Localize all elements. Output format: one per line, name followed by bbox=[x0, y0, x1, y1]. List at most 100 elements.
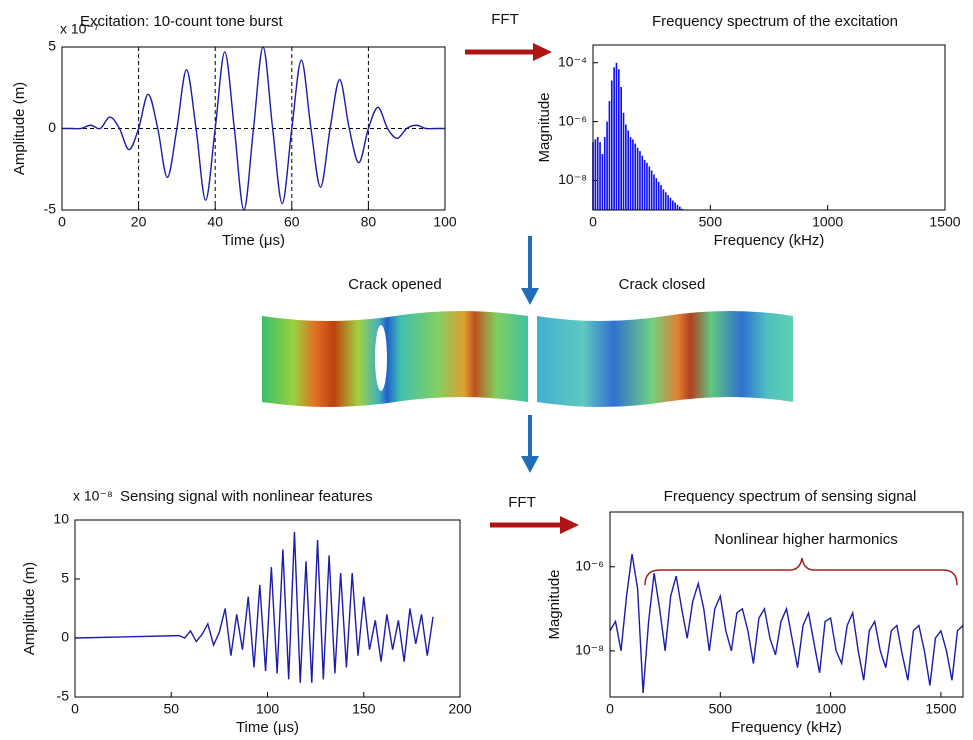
bar bbox=[610, 80, 613, 211]
y-tick-label: 10 bbox=[53, 511, 69, 527]
bar bbox=[669, 197, 672, 210]
bar bbox=[657, 181, 660, 210]
plot-frame bbox=[61, 46, 446, 211]
chart-title: Frequency spectrum of the excitation bbox=[652, 13, 898, 30]
bar bbox=[639, 151, 641, 210]
brace bbox=[644, 557, 958, 586]
y-multiplier: x 10⁻⁸ bbox=[73, 488, 113, 504]
y-tick-label: 10⁻⁶ bbox=[558, 112, 587, 128]
bar bbox=[606, 121, 608, 210]
bar bbox=[679, 206, 681, 210]
data-line bbox=[61, 46, 445, 211]
y-axis-label: Magnitude bbox=[546, 569, 563, 639]
y-axis-label: Amplitude (m) bbox=[11, 82, 28, 175]
x-tick-label: 1500 bbox=[929, 214, 960, 230]
y-axis-label: Amplitude (m) bbox=[21, 562, 38, 655]
arrow-label: FFT bbox=[491, 11, 519, 28]
bar bbox=[601, 153, 604, 210]
bar bbox=[636, 147, 639, 210]
bar bbox=[681, 208, 683, 210]
bar bbox=[655, 178, 658, 210]
fft-arrow bbox=[465, 43, 579, 534]
bar bbox=[599, 142, 601, 210]
bar bbox=[653, 174, 655, 210]
data-line bbox=[609, 553, 964, 693]
x-tick-label: 100 bbox=[433, 214, 457, 230]
bar bbox=[660, 185, 662, 210]
x-axis-label: Time (μs) bbox=[222, 232, 285, 249]
y-tick-label: 5 bbox=[61, 570, 69, 586]
bar bbox=[676, 204, 679, 210]
x-tick-label: 0 bbox=[589, 214, 597, 230]
x-tick-label: 200 bbox=[448, 701, 472, 717]
plot-frame bbox=[592, 44, 946, 211]
y-tick-label: 5 bbox=[48, 38, 56, 54]
y-axis-label: Magnitude bbox=[536, 92, 553, 162]
y-multiplier: x 10⁻⁷ bbox=[60, 21, 99, 37]
bar bbox=[632, 139, 634, 210]
data-line bbox=[74, 531, 434, 683]
y-tick-label: 10⁻⁴ bbox=[558, 53, 587, 69]
bar bbox=[603, 137, 606, 210]
bar bbox=[622, 112, 625, 210]
x-tick-label: 500 bbox=[709, 701, 733, 717]
x-tick-label: 20 bbox=[131, 214, 147, 230]
bar bbox=[667, 195, 669, 210]
bar bbox=[608, 101, 611, 210]
bar bbox=[629, 137, 632, 210]
bar bbox=[671, 200, 674, 210]
bar bbox=[664, 192, 667, 210]
bar bbox=[646, 162, 648, 210]
x-tick-label: 1500 bbox=[925, 701, 956, 717]
x-tick-label: 50 bbox=[163, 701, 179, 717]
x-tick-label: 0 bbox=[71, 701, 79, 717]
x-tick-label: 80 bbox=[361, 214, 377, 230]
x-tick-label: 60 bbox=[284, 214, 300, 230]
bar bbox=[594, 139, 597, 210]
x-tick-label: 1000 bbox=[815, 701, 846, 717]
y-tick-label: 10⁻⁸ bbox=[575, 642, 604, 658]
x-tick-label: 500 bbox=[699, 214, 723, 230]
bar bbox=[625, 124, 627, 210]
x-tick-label: 0 bbox=[58, 214, 66, 230]
plot-frame bbox=[74, 519, 461, 698]
y-tick-label: -5 bbox=[44, 201, 57, 217]
chart-title: Excitation: 10-count tone burst bbox=[80, 13, 283, 30]
arrow-label: FFT bbox=[508, 494, 536, 511]
y-tick-label: 10⁻⁶ bbox=[575, 557, 604, 573]
bar bbox=[643, 159, 646, 210]
panel-label: Crack opened bbox=[348, 276, 441, 293]
y-tick-label: 0 bbox=[48, 119, 56, 135]
bar bbox=[615, 62, 618, 211]
bar bbox=[620, 86, 622, 210]
bar bbox=[627, 130, 630, 210]
crack-opened-panel bbox=[262, 311, 528, 407]
x-tick-label: 1000 bbox=[812, 214, 843, 230]
panel-label: Crack closed bbox=[619, 276, 706, 293]
bar bbox=[641, 155, 644, 210]
y-tick-label: 0 bbox=[61, 629, 69, 645]
bar bbox=[634, 143, 637, 210]
x-tick-label: 150 bbox=[352, 701, 376, 717]
x-axis-label: Time (μs) bbox=[236, 719, 299, 736]
bar bbox=[613, 67, 615, 211]
chart-title: Sensing signal with nonlinear features bbox=[120, 488, 373, 505]
bar bbox=[662, 189, 665, 210]
bar bbox=[674, 202, 676, 210]
x-tick-label: 100 bbox=[256, 701, 280, 717]
flow-arrow bbox=[521, 236, 539, 473]
x-axis-label: Frequency (kHz) bbox=[714, 232, 825, 249]
x-tick-label: 40 bbox=[207, 214, 223, 230]
bar bbox=[650, 170, 653, 210]
y-tick-label: 10⁻⁸ bbox=[558, 171, 587, 187]
x-tick-label: 0 bbox=[606, 701, 614, 717]
plot-frame bbox=[609, 511, 964, 698]
y-tick-label: -5 bbox=[57, 688, 70, 704]
annotation: Nonlinear higher harmonics bbox=[714, 531, 897, 548]
bar bbox=[617, 69, 620, 210]
x-axis-label: Frequency (kHz) bbox=[731, 719, 842, 736]
bar bbox=[596, 137, 599, 210]
crack-closed-panel bbox=[537, 311, 793, 407]
bar bbox=[648, 166, 651, 210]
